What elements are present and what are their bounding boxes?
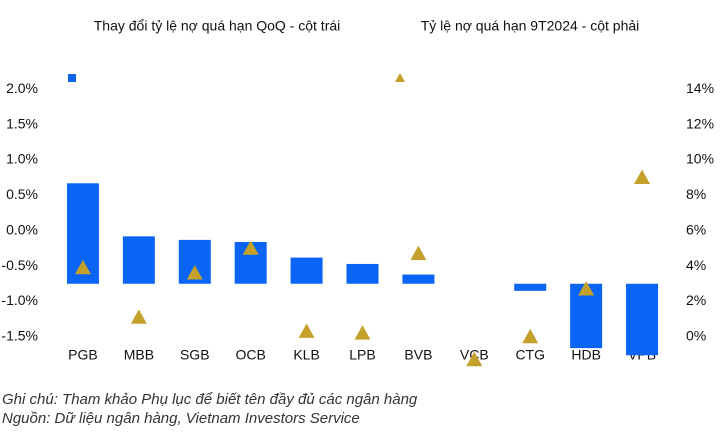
bar	[402, 274, 435, 284]
triangle-marker	[410, 245, 427, 261]
triangle-marker	[242, 240, 259, 255]
x-tick-label: HDB	[571, 347, 601, 363]
bar	[626, 283, 659, 356]
triangle-marker	[466, 351, 483, 367]
legend-marker	[68, 74, 76, 82]
y2-tick-label: 4%	[686, 257, 706, 273]
triangle-marker	[298, 323, 315, 338]
x-tick-label: SGB	[180, 347, 210, 363]
y2-tick-label: 6%	[686, 221, 706, 237]
x-tick-label: PGB	[68, 347, 98, 363]
triangle-marker	[74, 259, 91, 275]
y2-tick-label: 12%	[686, 115, 714, 131]
x-tick-label: BVB	[404, 347, 432, 363]
y-tick-label: -1.0%	[1, 292, 38, 308]
y-tick-label: 1.0%	[6, 151, 38, 167]
y2-tick-label: 0%	[686, 328, 706, 344]
bar	[514, 283, 547, 291]
bar	[122, 236, 155, 284]
triangle-marker	[634, 169, 651, 185]
y2-tick-label: 2%	[686, 292, 706, 308]
triangle-marker	[354, 325, 371, 340]
y2-tick-label: 14%	[686, 80, 714, 96]
y2-tick-label: 10%	[686, 151, 714, 167]
y-tick-label: -0.5%	[1, 257, 38, 273]
bar	[346, 263, 379, 284]
triangle-marker	[522, 328, 539, 344]
x-tick-label: KLB	[293, 347, 319, 363]
x-tick-label: LPB	[349, 347, 375, 363]
x-tick-label: CTG	[515, 347, 545, 363]
note: Ghi chú: Tham khảo Phụ lục để biết tên đ…	[2, 391, 418, 408]
triangle-marker	[186, 265, 203, 280]
y-tick-label: 0.0%	[6, 221, 38, 237]
legend-marker	[395, 73, 405, 82]
triangle-marker	[130, 309, 147, 324]
y-tick-label: 1.5%	[6, 115, 38, 131]
x-tick-label: MBB	[124, 347, 154, 363]
y-tick-label: 0.5%	[6, 186, 38, 202]
y-tick-label: 2.0%	[6, 80, 38, 96]
y-tick-label: -1.5%	[1, 328, 38, 344]
legend-label: Thay đổi tỷ lệ nợ quá hạn QoQ - cột trái	[94, 18, 341, 34]
legend-label: Tỷ lệ nợ quá hạn 9T2024 - cột phải	[421, 18, 640, 34]
triangle-marker	[578, 281, 595, 296]
y2-tick-label: 8%	[686, 186, 706, 202]
x-tick-label: OCB	[236, 347, 266, 363]
note: Nguồn: Dữ liệu ngân hàng, Vietnam Invest…	[2, 410, 360, 427]
bar	[290, 257, 323, 284]
